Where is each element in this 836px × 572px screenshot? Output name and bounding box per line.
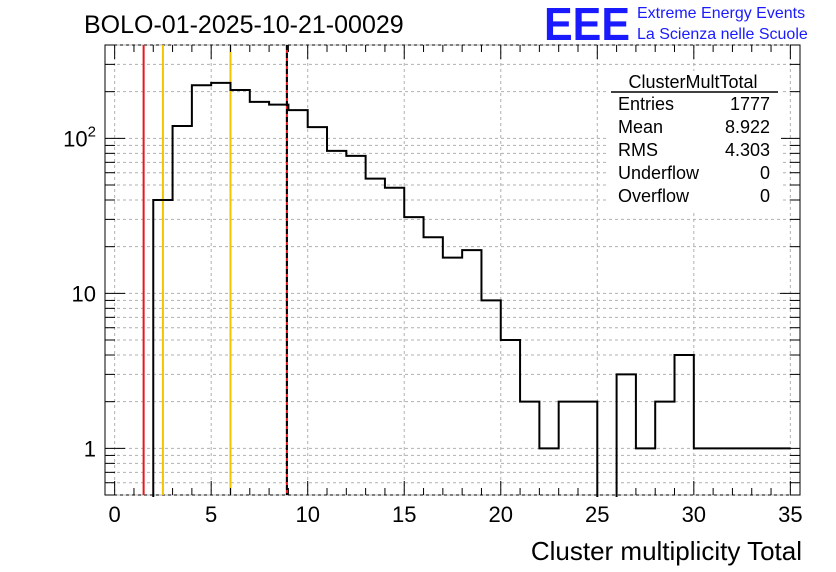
- x-tick-label: 10: [295, 502, 319, 527]
- y-tick-label: 10: [72, 281, 96, 306]
- y-axis: 1 10 102: [63, 44, 800, 496]
- x-axis-label: Cluster multiplicity Total: [531, 536, 802, 566]
- stats-row-label: Entries: [618, 94, 674, 114]
- stats-row-value: 1777: [730, 94, 770, 114]
- stats-row-label: Overflow: [618, 186, 690, 206]
- x-tick-label: 15: [392, 502, 416, 527]
- x-tick-label: 30: [682, 502, 706, 527]
- stats-row-label: Mean: [618, 117, 663, 137]
- y-tick-label: 1: [84, 436, 96, 461]
- x-tick-label: 25: [585, 502, 609, 527]
- logo-line-2: La Scienza nelle Scuole: [637, 26, 808, 43]
- stats-rows: Entries 1777 Mean 8.922 RMS 4.303 Underflow 0 Ov…: [618, 94, 770, 206]
- x-tick-label: 5: [205, 502, 217, 527]
- histogram-series: [152, 81, 791, 497]
- run-title: BOLO-01-2025-10-21-00029: [84, 11, 404, 39]
- x-tick-label: 0: [109, 502, 121, 527]
- stats-row-value: 0: [760, 163, 770, 183]
- logo-line-1: Extreme Energy Events: [637, 5, 805, 22]
- x-axis: 0 5 10 15 20 25 30 35: [109, 45, 803, 527]
- stats-row-value: 8.922: [725, 117, 770, 137]
- stats-title: ClusterMultTotal: [628, 72, 757, 92]
- stats-row-label: RMS: [618, 140, 658, 160]
- eee-logo-text: EEE: [544, 0, 630, 50]
- stats-box: ClusterMultTotal Entries 1777 Mean 8.922 RMS…: [609, 71, 781, 211]
- reference-lines: [142, 45, 288, 495]
- x-tick-label: 35: [778, 502, 802, 527]
- stats-row-value: 0: [760, 186, 770, 206]
- stats-row-value: 4.303: [725, 140, 770, 160]
- plot-frame: [104, 44, 801, 496]
- stats-row-label: Underflow: [618, 163, 700, 183]
- x-tick-label: 20: [489, 502, 513, 527]
- grid: [105, 44, 800, 496]
- eee-logo: EEE Extreme Energy Events La Scienza nel…: [544, 0, 808, 50]
- y-tick-label: 102: [63, 123, 96, 151]
